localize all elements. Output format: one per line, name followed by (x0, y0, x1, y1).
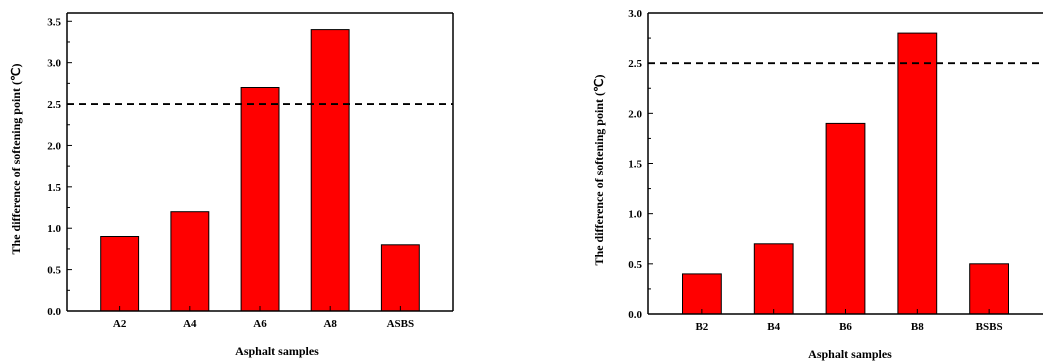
right-y-tick-label: 3.0 (628, 8, 642, 20)
left-x-tick-label-a2: A2 (113, 318, 127, 330)
right-y-tick-label: 2.5 (628, 58, 642, 70)
left-y-tick-label: 2.0 (47, 140, 61, 152)
right-y-axis-title: The difference of softening point (℃) (592, 75, 606, 266)
right-bar-b6 (825, 122, 866, 315)
left-bar-a8 (310, 29, 350, 312)
right-x-axis-title: Asphalt samples (808, 347, 892, 361)
left-y-tick-label: 0.5 (47, 265, 61, 277)
right-y-tick-label: 1.0 (628, 209, 642, 221)
left-y-tick-label: 1.5 (47, 182, 61, 194)
left-bar-a6 (240, 87, 280, 312)
right-y-tick-label: 0.5 (628, 259, 642, 271)
right-x-tick-label-b8: B8 (911, 321, 924, 333)
left-y-tick-label: 3.0 (47, 58, 61, 70)
left-bar-asbs (380, 244, 420, 312)
left-y-tick-label: 1.0 (47, 223, 61, 235)
left-y-tick-label: 2.5 (47, 99, 61, 111)
left-bar-a4 (170, 211, 210, 312)
left-x-tick-label-a6: A6 (253, 318, 267, 330)
left-bar-chart: Asphalt samples The difference of soften… (9, 12, 454, 358)
right-x-tick-label-b2: B2 (695, 321, 708, 333)
left-bar-a2 (100, 236, 140, 312)
right-y-tick-label: 2.0 (628, 108, 642, 120)
right-bar-b8 (897, 32, 938, 315)
right-bar-b4 (753, 243, 794, 315)
right-bar-chart: Asphalt samples The difference of soften… (592, 8, 1043, 361)
left-y-axis-title: The difference of softening point (℃) (9, 64, 23, 255)
right-y-tick-label: 1.5 (628, 159, 642, 171)
right-y-tick-label: 0.0 (628, 309, 642, 321)
right-bar-b2 (682, 273, 722, 315)
left-x-tick-label-a8: A8 (323, 318, 337, 330)
left-x-tick-label-asbs: ASBS (387, 318, 415, 330)
left-y-tick-label: 0.0 (47, 306, 61, 318)
left-y-tick-label: 3.5 (47, 16, 61, 28)
right-bar-bsbs (969, 263, 1010, 315)
right-x-tick-label-b6: B6 (839, 321, 852, 333)
right-x-tick-label-b4: B4 (767, 321, 780, 333)
left-x-tick-label-a4: A4 (183, 318, 197, 330)
left-x-axis-title: Asphalt samples (235, 344, 319, 358)
right-x-tick-label-bsbs: BSBS (976, 321, 1003, 333)
